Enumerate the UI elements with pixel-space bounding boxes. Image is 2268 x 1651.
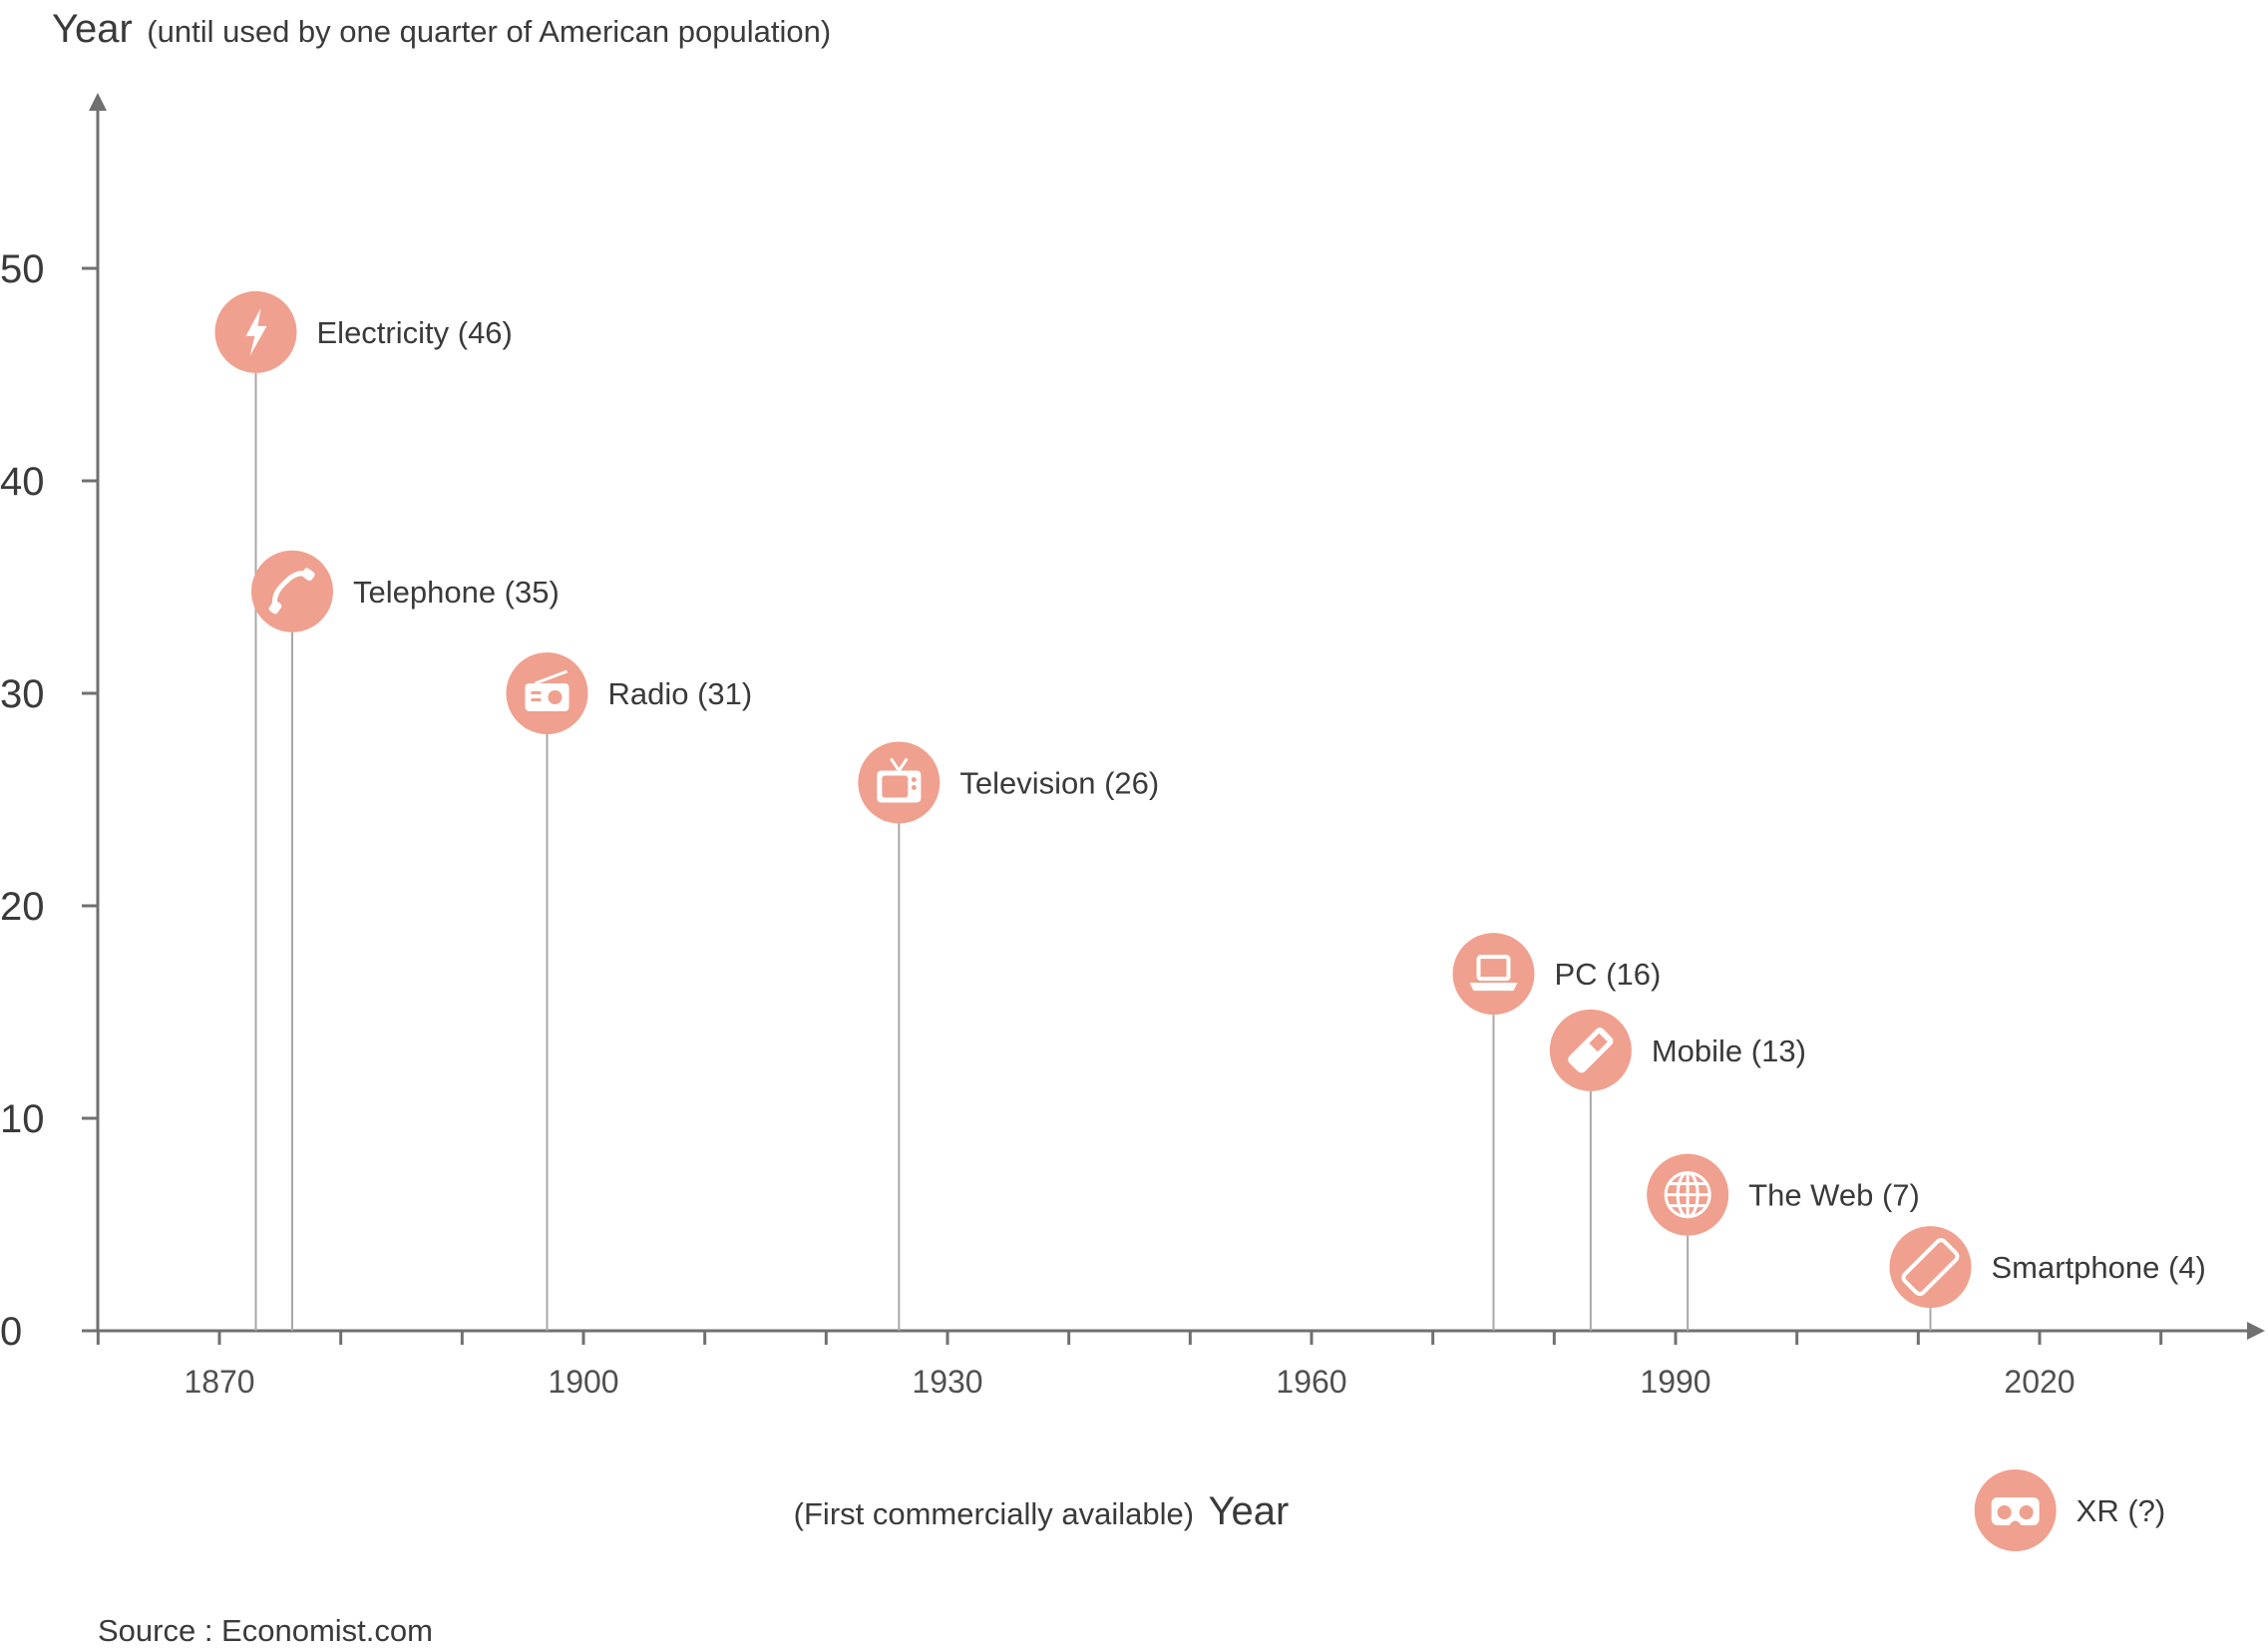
y-tick-label: 30: [0, 672, 45, 716]
label-radio: Radio (31): [608, 676, 753, 711]
stems: [254, 372, 1932, 1331]
y-tick-label: 10: [0, 1097, 45, 1141]
y-tick-label: 40: [0, 460, 45, 504]
laptop-icon: [1469, 955, 1518, 992]
x-axis-title-sub: (First commercially available): [794, 1496, 1194, 1531]
marker-smartphone: [1889, 1226, 1972, 1309]
x-tick-label: 1930: [912, 1364, 982, 1400]
x-axis-title-main: Year: [1208, 1489, 1289, 1533]
label-telephone: Telephone (35): [353, 575, 560, 610]
point-television: Television (26): [858, 741, 1159, 824]
y-axis-title-main: Year: [52, 7, 133, 51]
smartphone-icon: [1901, 1238, 1960, 1297]
label-mobile: Mobile (13): [1652, 1033, 1806, 1068]
vr-headset-icon: [1991, 1497, 2040, 1525]
globe-icon: [1664, 1171, 1711, 1219]
mobile-phone-icon: [1568, 1028, 1614, 1073]
point-the-web: The Web (7): [1647, 1153, 1920, 1236]
point-telephone: Telephone (35): [251, 550, 560, 632]
label-xr: XR (?): [2077, 1493, 2166, 1528]
label-pc: PC (16): [1555, 957, 1662, 992]
x-tick-label: 1900: [548, 1364, 618, 1400]
lightning-icon: [245, 307, 267, 356]
source-note: Source : Economist.com: [98, 1613, 433, 1648]
television-icon: [877, 757, 922, 803]
label-the-web: The Web (7): [1748, 1178, 1920, 1213]
point-xr: XR (?): [1974, 1469, 2166, 1551]
point-mobile: Mobile (13): [1549, 1009, 1806, 1091]
markers: Electricity (46) Telephone (35) Radio (31)…: [214, 290, 2206, 1551]
point-radio: Radio (31): [506, 652, 753, 734]
x-tick-label: 2020: [2004, 1364, 2075, 1400]
point-electricity: Electricity (46): [214, 290, 513, 373]
point-pc: PC (16): [1452, 933, 1662, 1016]
x-tick-label: 1870: [184, 1364, 254, 1400]
label-television: Television (26): [959, 765, 1159, 800]
y-tick-label: 20: [0, 885, 45, 929]
axes: 0 10 20 30 40 50 1870 1900 1930 1960 1990 2020: [0, 93, 2265, 1400]
label-electricity: Electricity (46): [317, 315, 513, 350]
y-tick-label: 50: [0, 247, 45, 291]
radio-icon: [525, 669, 569, 711]
phone-handset-icon: [268, 568, 315, 615]
y-tick-label: 0: [0, 1310, 22, 1354]
marker-pc: [1452, 933, 1535, 1016]
label-smartphone: Smartphone (4): [1992, 1250, 2206, 1285]
x-tick-label: 1960: [1276, 1364, 1346, 1400]
x-tick-label: 1990: [1640, 1364, 1710, 1400]
point-smartphone: Smartphone (4): [1889, 1226, 2206, 1309]
marker-telephone: [251, 550, 333, 632]
y-axis-title: Year (until used by one quarter of Ameri…: [52, 7, 831, 51]
y-axis-title-sub: (until used by one quarter of American p…: [147, 14, 831, 49]
x-axis-title: (First commercially available) Year: [794, 1489, 1290, 1533]
